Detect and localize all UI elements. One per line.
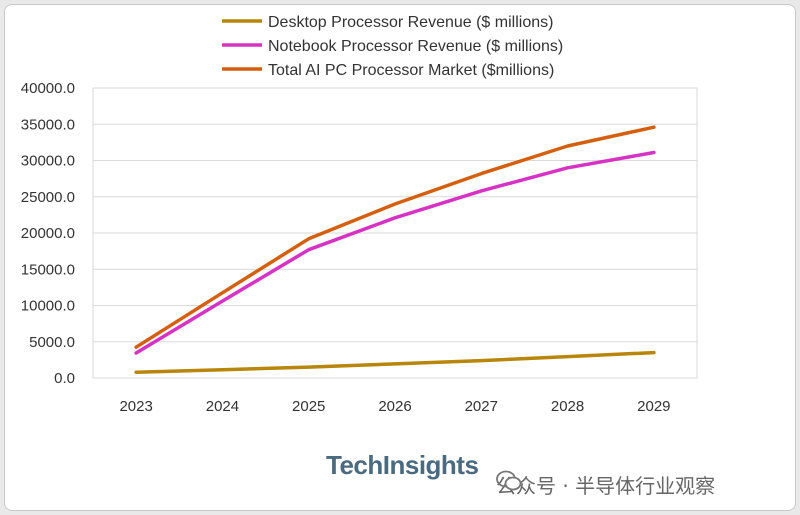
y-tick-label: 15000.0 xyxy=(21,261,75,278)
y-tick-label: 35000.0 xyxy=(21,116,75,133)
x-tick-label: 2024 xyxy=(206,398,239,415)
x-tick-label: 2027 xyxy=(465,398,498,415)
watermark-text: 公众号 · 半导体行业观察 xyxy=(496,474,716,498)
y-tick-label: 40000.0 xyxy=(21,80,75,97)
techinsights-logo: TechInsights xyxy=(326,450,479,480)
legend-label: Desktop Processor Revenue ($ millions) xyxy=(268,14,553,31)
legend-label: Notebook Processor Revenue ($ millions) xyxy=(268,38,563,55)
series-line-2 xyxy=(134,150,656,355)
legend-label: Total AI PC Processor Market ($millions) xyxy=(268,62,554,79)
x-tick-label: 2029 xyxy=(637,398,670,415)
gridlines xyxy=(93,123,697,343)
y-tick-label: 25000.0 xyxy=(21,189,75,206)
y-tick-label: 30000.0 xyxy=(21,153,75,170)
x-tick-label: 2028 xyxy=(551,398,584,415)
series-lines xyxy=(134,125,656,374)
series-line-3 xyxy=(134,125,656,349)
y-axis-ticks: 0.0 5000.0 10000.0 15000.0 20000.0 25000.0 300… xyxy=(21,80,75,387)
y-tick-label: 10000.0 xyxy=(21,298,75,315)
series-line-1 xyxy=(134,350,656,374)
watermark: 公众号 · 半导体行业观察 xyxy=(496,470,715,499)
y-tick-label: 0.0 xyxy=(54,370,75,387)
x-tick-label: 2026 xyxy=(378,398,411,415)
y-tick-label: 5000.0 xyxy=(29,334,75,351)
x-tick-label: 2023 xyxy=(119,398,152,415)
wechat-icon xyxy=(496,470,522,491)
x-tick-label: 2025 xyxy=(292,398,325,415)
legend: Desktop Processor Revenue ($ millions) No… xyxy=(222,14,563,79)
y-tick-label: 20000.0 xyxy=(21,225,75,242)
x-axis-ticks: 2023 2024 2025 2026 2027 2028 2029 xyxy=(119,398,670,415)
